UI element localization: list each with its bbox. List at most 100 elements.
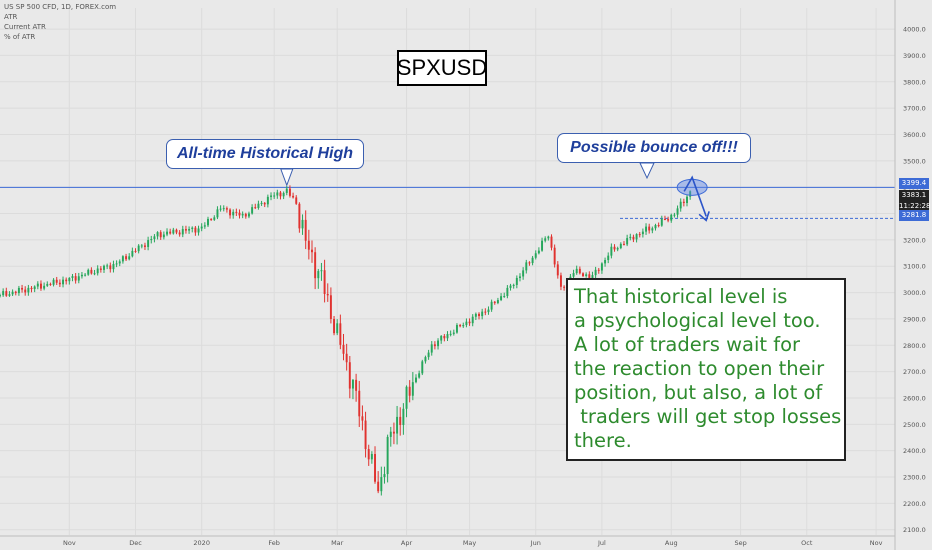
candle-body: [323, 270, 326, 294]
candle-body: [62, 279, 65, 285]
current-atr-label[interactable]: Current ATR: [4, 23, 46, 31]
candle-body: [80, 274, 83, 277]
candle-body: [232, 211, 235, 216]
candle-body: [383, 474, 386, 478]
candle-body: [0, 295, 1, 297]
candle-body: [260, 202, 263, 204]
candle-body: [84, 274, 87, 276]
candle-body: [30, 287, 33, 290]
candle-body: [247, 213, 250, 217]
candle-body: [386, 436, 389, 475]
candle-body: [153, 236, 156, 240]
candle-body: [2, 291, 5, 296]
candle-body: [36, 283, 39, 287]
candle-body: [342, 344, 345, 354]
x-tick-label: Nov: [870, 539, 883, 547]
candle-body: [304, 219, 307, 241]
candle-body: [55, 279, 58, 283]
candle-body: [525, 262, 528, 271]
candle-body: [238, 212, 241, 216]
candle-body: [455, 325, 458, 333]
candle-body: [58, 282, 61, 285]
x-tick-label: Mar: [331, 539, 344, 547]
candle-body: [134, 250, 137, 252]
candle-body: [71, 276, 74, 278]
candle-body: [367, 449, 370, 460]
candle-body: [493, 301, 496, 304]
y-tick-label: 2600.0: [903, 394, 926, 402]
candle-body: [635, 234, 638, 240]
candle-body: [667, 219, 670, 221]
support-price-tag: 3281.8: [899, 210, 929, 221]
candle-body: [210, 218, 213, 220]
candle-body: [197, 228, 200, 233]
candle-body: [17, 287, 20, 294]
candle-body: [222, 208, 225, 210]
y-tick-label: 3500.0: [903, 157, 926, 165]
candle-body: [166, 231, 169, 235]
candle-body: [90, 269, 93, 274]
candle-body: [597, 269, 600, 271]
candle-body: [200, 226, 203, 229]
y-tick-label: 4000.0: [903, 26, 926, 34]
candle-body: [623, 243, 625, 245]
all-time-high-callout: All-time Historical High: [166, 139, 364, 169]
candle-body: [512, 284, 515, 286]
high-callout-pointer: [280, 168, 294, 187]
candle-body: [21, 287, 24, 290]
candle-body: [478, 313, 480, 317]
candle-body: [654, 225, 657, 229]
candle-body: [162, 234, 165, 238]
candle-body: [484, 311, 487, 313]
candle-body: [604, 260, 607, 264]
candle-body: [279, 192, 282, 197]
candle-body: [537, 250, 540, 254]
candle-body: [689, 191, 692, 197]
candle-body: [175, 229, 178, 233]
candle-body: [531, 257, 534, 264]
candle-body: [556, 264, 559, 276]
candle-body: [610, 246, 613, 256]
candle-body: [515, 277, 518, 285]
candle-body: [191, 227, 194, 230]
candle-body: [329, 295, 332, 319]
candle-body: [314, 252, 317, 279]
candle-body: [169, 231, 172, 234]
candle-body: [563, 286, 566, 288]
atr-indicator-label[interactable]: ATR: [4, 13, 18, 21]
x-tick-label: Sep: [734, 539, 746, 547]
candle-body: [184, 229, 187, 231]
candle-body: [188, 229, 191, 231]
symbol-header[interactable]: US SP 500 CFD, 1D, FOREX.com: [4, 3, 117, 11]
resistance-price-tag: 3399.4: [899, 178, 929, 189]
candle-body: [374, 453, 376, 482]
candle-body: [87, 269, 90, 275]
candle-body: [112, 264, 115, 270]
candle-body: [77, 276, 80, 281]
candle-body: [68, 277, 71, 282]
percent-atr-label[interactable]: % of ATR: [4, 33, 36, 41]
candle-body: [541, 240, 544, 251]
candle-body: [326, 293, 329, 296]
x-tick-label: Oct: [801, 539, 813, 547]
y-tick-label: 2900.0: [903, 315, 926, 323]
candle-body: [178, 232, 181, 235]
candle-body: [396, 416, 399, 434]
candle-body: [585, 274, 588, 277]
candle-body: [686, 196, 688, 204]
candle-body: [203, 225, 206, 227]
candle-body: [490, 301, 493, 310]
candle-body: [288, 188, 291, 196]
candle-body: [143, 245, 146, 247]
candle-body: [670, 214, 673, 221]
candle-body: [572, 273, 575, 277]
candle-body: [399, 416, 402, 425]
y-tick-label: 2500.0: [903, 421, 926, 429]
candle-body: [99, 268, 102, 270]
candle-body: [311, 249, 313, 253]
candle-body: [402, 408, 405, 425]
candle-body: [121, 256, 124, 262]
candle-body: [39, 283, 42, 289]
candle-body: [613, 246, 616, 250]
